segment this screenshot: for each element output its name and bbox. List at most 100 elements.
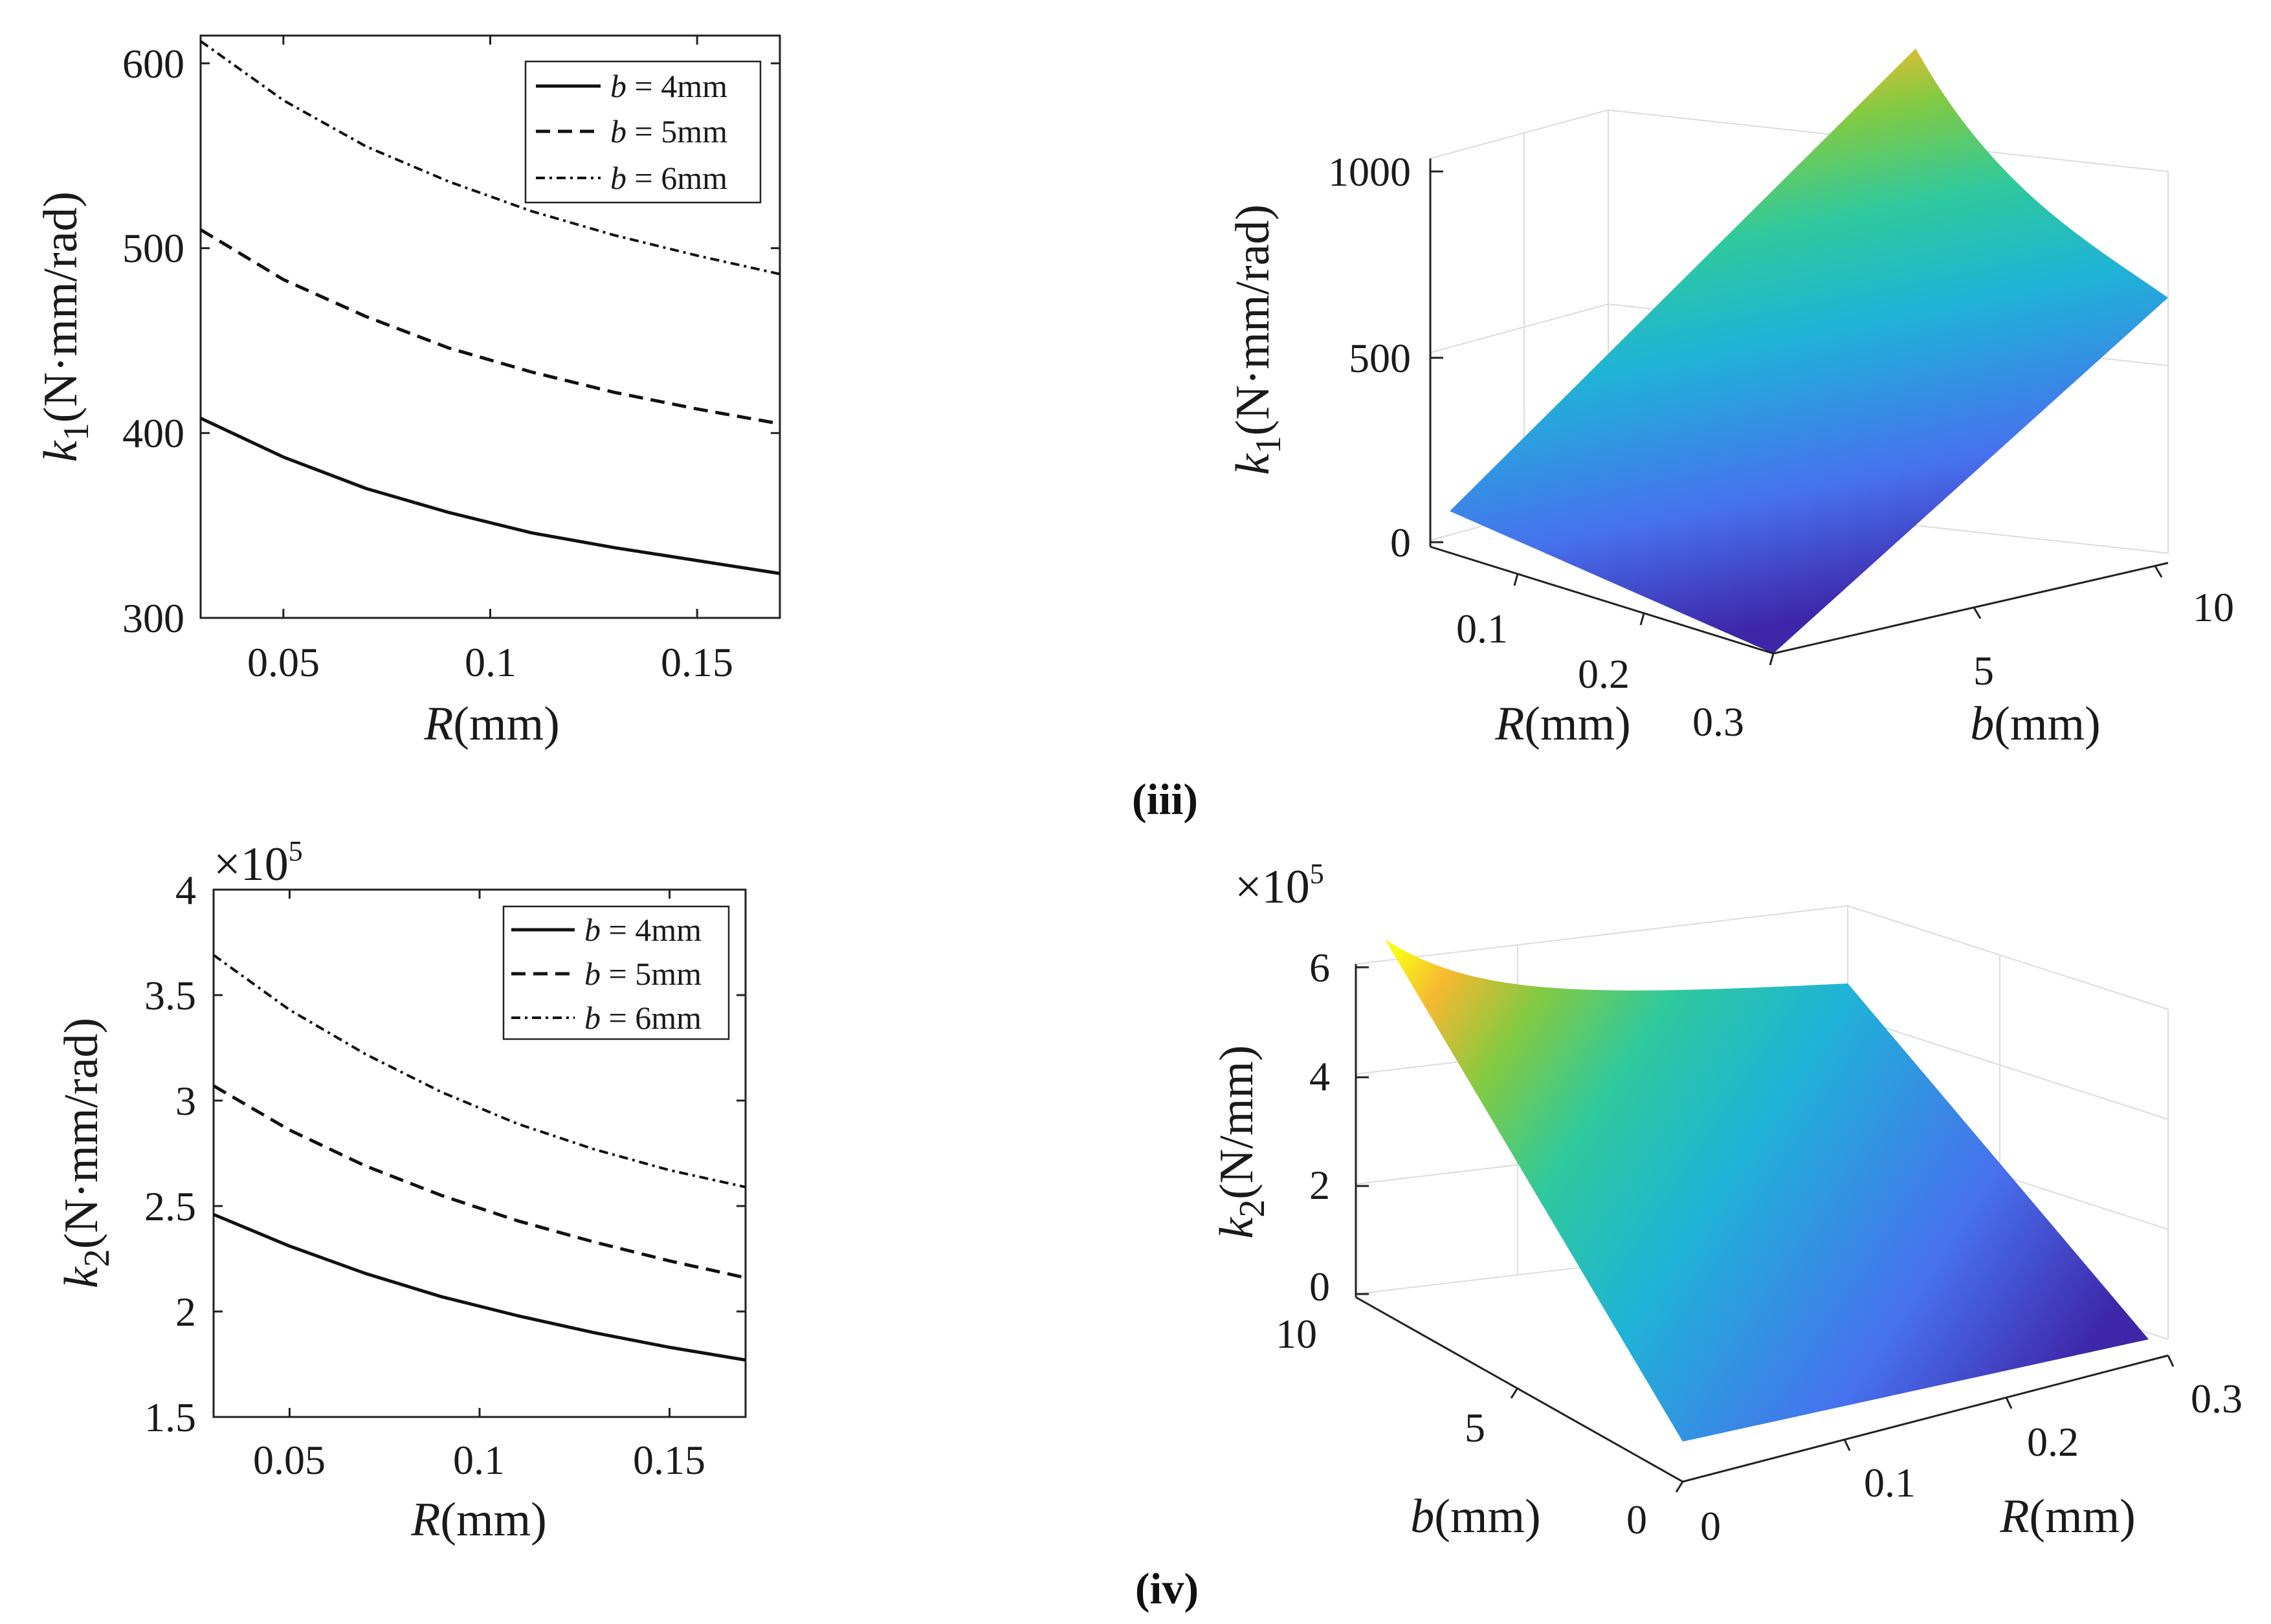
xtick-label: 0.05 bbox=[247, 639, 320, 685]
r-tick bbox=[1513, 573, 1519, 586]
ytick-label: 3 bbox=[175, 1078, 196, 1124]
ytick-label: 2 bbox=[175, 1289, 196, 1335]
xtick-label: 0.2 bbox=[1578, 651, 1630, 697]
r-tick bbox=[1769, 653, 1775, 666]
x-axis-var: R bbox=[410, 1493, 440, 1546]
multiplier-exp: 5 bbox=[1310, 858, 1324, 890]
b-tick bbox=[1973, 607, 1982, 619]
series-lines bbox=[199, 39, 781, 575]
b-axis-label: b(mm) bbox=[1970, 697, 2100, 751]
ytick-label: 5 bbox=[1973, 648, 1994, 694]
ztick-label: 0 bbox=[1309, 1264, 1330, 1310]
xtick-label: 0.1 bbox=[453, 1437, 505, 1483]
ytick-label: 5 bbox=[1465, 1405, 1485, 1451]
legend: b = 4mm b = 5mm b = 6mm bbox=[524, 60, 762, 204]
legend-entry: b = 4mm bbox=[584, 912, 702, 948]
ytick-labels: 1.5 2 2.5 3 3.5 4 bbox=[144, 867, 196, 1440]
series-line-solid bbox=[199, 417, 781, 575]
grid-line bbox=[1847, 1015, 2169, 1120]
grid-line bbox=[1847, 905, 2169, 1010]
ztick-label: 6 bbox=[1309, 945, 1330, 991]
x-axis-label: R(mm) bbox=[410, 1493, 547, 1546]
surface bbox=[1385, 939, 2149, 1442]
3d-axes bbox=[1355, 964, 2175, 1493]
xtick-labels: 0.05 0.1 0.15 bbox=[247, 639, 733, 685]
r-tick bbox=[2167, 1355, 2175, 1367]
series-line-dashdot bbox=[199, 39, 781, 276]
z-axis-label: k1(N·mm/rad) bbox=[1226, 204, 1289, 475]
xtick-label: 0.05 bbox=[253, 1437, 326, 1483]
ztick-label: 2 bbox=[1309, 1162, 1330, 1208]
ytick-label: 4 bbox=[175, 867, 196, 913]
ytick-label: 10 bbox=[1276, 1311, 1317, 1357]
b-axis-label: b(mm) bbox=[1410, 1490, 1540, 1543]
tick-marks bbox=[214, 888, 746, 1418]
legend-entry: b = 5mm bbox=[584, 956, 702, 992]
ytick-label: 500 bbox=[122, 225, 184, 271]
k1-vs-R-line-chart: 300 400 500 600 0.05 0.1 0.15 R(mm) k1(N… bbox=[34, 34, 781, 751]
xtick-label: 0.15 bbox=[633, 1437, 705, 1483]
axis-multiplier: ×105 bbox=[1235, 858, 1324, 914]
x-axis-unit: (mm) bbox=[440, 1493, 546, 1546]
ytick-label: 0 bbox=[1626, 1497, 1647, 1542]
x-axis-var: R bbox=[423, 697, 453, 751]
multiplier-base: ×10 bbox=[1235, 861, 1310, 914]
y-axis-label: k2(N·mm/rad) bbox=[55, 1018, 117, 1288]
series-line-dashdot bbox=[212, 954, 746, 1189]
xtick-label: 0.3 bbox=[2191, 1376, 2243, 1421]
ytick-label: 600 bbox=[122, 41, 184, 87]
ytick-label: 400 bbox=[122, 410, 184, 456]
ytick-label: 3.5 bbox=[144, 972, 196, 1018]
ztick-label: 0 bbox=[1390, 520, 1411, 565]
multiplier-exp: 5 bbox=[289, 835, 303, 867]
ztick-label: 500 bbox=[1349, 335, 1411, 381]
legend-entry: b = 6mm bbox=[584, 1000, 702, 1036]
xtick-label: 0.1 bbox=[1456, 606, 1508, 652]
b-axis-line bbox=[1773, 562, 2169, 655]
b-tick bbox=[2154, 565, 2163, 578]
r-tick bbox=[1639, 613, 1645, 626]
legend-entry: b = 5mm bbox=[610, 113, 727, 149]
xtick-label: 0.1 bbox=[465, 639, 516, 685]
ytick-label: 10 bbox=[2193, 584, 2234, 630]
panel-label-iv: (iv) bbox=[1135, 1564, 1199, 1613]
ztick-label: 4 bbox=[1309, 1053, 1330, 1099]
y-axis-sub: 2 bbox=[77, 1249, 117, 1267]
y-axis-var: k bbox=[34, 440, 87, 462]
3d-axes bbox=[1429, 159, 2169, 666]
xtick-label: 0 bbox=[1700, 1503, 1721, 1549]
z-axis-label: k2(N/mm) bbox=[1210, 1045, 1272, 1238]
r-axis-label: R(mm) bbox=[1999, 1490, 2136, 1543]
xtick-label: 0.2 bbox=[2027, 1419, 2079, 1465]
ytick-label: 1.5 bbox=[144, 1394, 196, 1440]
y-axis-label: k1(N·mm/rad) bbox=[34, 192, 96, 462]
k2-vs-R-line-chart: ×105 1.5 2 2.5 3 3.5 4 0.05 0.1 0.15 R(m… bbox=[55, 835, 747, 1546]
r-axis-line bbox=[1682, 1354, 2169, 1483]
grid-line bbox=[1430, 303, 1609, 353]
legend: b = 4mm b = 5mm b = 6mm bbox=[502, 905, 730, 1040]
x-axis-label: R(mm) bbox=[423, 697, 560, 751]
xtick-labels: 0.05 0.1 0.15 bbox=[253, 1437, 705, 1483]
series-lines bbox=[212, 954, 746, 1362]
k2-surface-plot: ×105 6 4 2 0 10 5 0 0 0.1 0.2 0.3 b(mm) … bbox=[1135, 858, 2243, 1613]
y-axis-var: k bbox=[55, 1266, 108, 1288]
panel-label-iii: (iii) bbox=[1132, 774, 1198, 824]
series-line-dashed bbox=[212, 1084, 746, 1280]
legend-entry: b = 4mm bbox=[610, 68, 727, 104]
b-tick bbox=[1510, 1387, 1519, 1399]
surface bbox=[1450, 49, 2168, 653]
y-axis-unit: (N·mm/rad) bbox=[55, 1018, 108, 1249]
y-axis-sub: 1 bbox=[56, 422, 96, 441]
xtick-label: 0.1 bbox=[1864, 1460, 1916, 1506]
series-line-dashed bbox=[199, 228, 781, 426]
xtick-label: 0.3 bbox=[1692, 699, 1744, 745]
ytick-labels: 300 400 500 600 bbox=[122, 41, 184, 641]
tick-marks bbox=[201, 36, 780, 619]
r-tick bbox=[1843, 1439, 1851, 1451]
r-axis-label: R(mm) bbox=[1494, 697, 1631, 751]
ztick-label: 1000 bbox=[1328, 149, 1411, 195]
legend-entry: b = 6mm bbox=[610, 160, 727, 196]
b-tick bbox=[1675, 1481, 1684, 1493]
grid-line bbox=[1355, 905, 1848, 965]
